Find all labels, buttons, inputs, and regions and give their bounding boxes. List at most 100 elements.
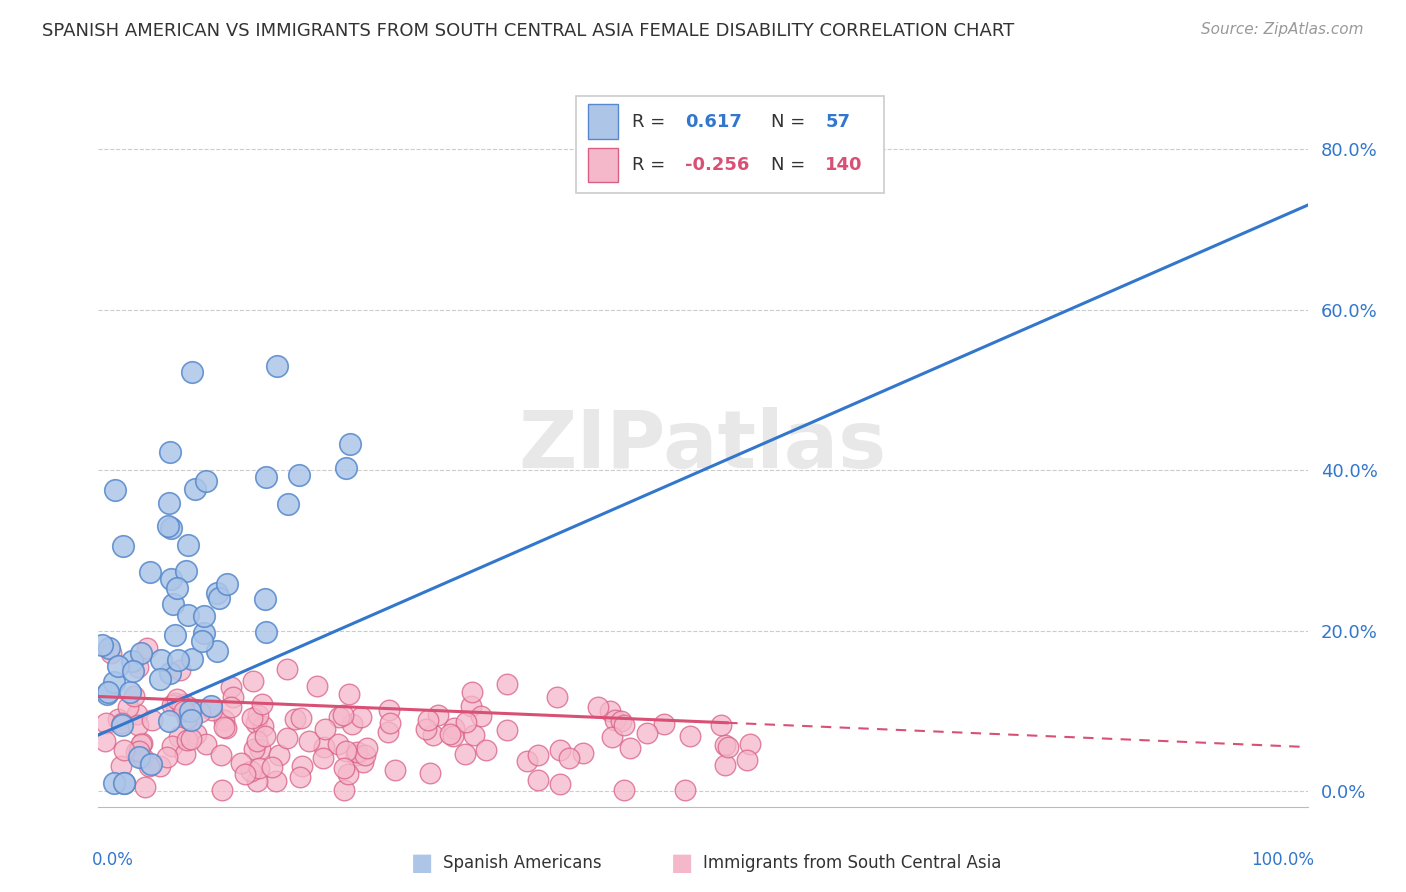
Point xyxy=(336,767,359,781)
FancyBboxPatch shape xyxy=(588,147,619,182)
Point xyxy=(548,776,571,790)
Point xyxy=(166,581,188,595)
Point xyxy=(132,751,155,765)
Point xyxy=(163,628,186,642)
Point xyxy=(127,660,149,674)
Point xyxy=(422,729,444,743)
Point xyxy=(267,747,290,762)
Point xyxy=(654,717,676,731)
Point xyxy=(276,731,298,746)
Point xyxy=(335,744,357,758)
Point xyxy=(103,776,125,790)
Point xyxy=(276,662,298,676)
Point xyxy=(110,759,132,773)
Point xyxy=(157,495,180,509)
Point xyxy=(378,703,401,717)
Point xyxy=(613,782,636,797)
Point xyxy=(290,711,312,725)
Point xyxy=(127,707,149,722)
Text: SPANISH AMERICAN VS IMMIGRANTS FROM SOUTH CENTRAL ASIA FEMALE DISABILITY CORRELA: SPANISH AMERICAN VS IMMIGRANTS FROM SOUT… xyxy=(42,22,1015,40)
Point xyxy=(548,743,571,757)
Text: R =: R = xyxy=(631,112,671,130)
Point xyxy=(454,747,477,762)
Point xyxy=(333,761,356,775)
Point xyxy=(737,753,759,767)
Point xyxy=(496,677,519,691)
Point xyxy=(179,700,201,714)
Point xyxy=(96,688,118,702)
Point xyxy=(149,672,172,686)
Point xyxy=(193,626,215,640)
Point xyxy=(314,722,336,736)
Point xyxy=(157,714,180,728)
Point xyxy=(249,742,271,756)
Point xyxy=(599,704,621,718)
Point xyxy=(97,685,120,699)
Point xyxy=(231,756,253,771)
Point xyxy=(122,689,145,703)
Point xyxy=(264,773,287,788)
Point xyxy=(200,698,222,713)
Point xyxy=(710,718,733,732)
Point xyxy=(215,721,238,735)
Point xyxy=(284,712,307,726)
Text: 0.0%: 0.0% xyxy=(93,851,134,869)
Point xyxy=(169,663,191,677)
Point xyxy=(463,728,485,742)
Point xyxy=(240,764,263,778)
Point xyxy=(181,651,204,665)
Point xyxy=(335,461,357,475)
Point xyxy=(129,737,152,751)
Point xyxy=(717,740,740,755)
Point xyxy=(128,744,150,758)
Point xyxy=(252,719,274,733)
Point xyxy=(134,780,156,795)
Point xyxy=(159,665,181,680)
Point xyxy=(166,653,188,667)
Text: 140: 140 xyxy=(825,156,863,174)
Point xyxy=(112,743,135,757)
Point xyxy=(138,565,160,579)
Point xyxy=(332,707,354,722)
Point xyxy=(377,725,399,739)
Point xyxy=(111,718,134,732)
Point xyxy=(713,757,735,772)
Point xyxy=(159,572,181,586)
Point xyxy=(176,711,198,725)
Text: 0.617: 0.617 xyxy=(685,112,742,130)
Point xyxy=(233,767,256,781)
Point xyxy=(380,715,402,730)
Point xyxy=(170,698,193,713)
Point xyxy=(121,654,143,668)
Point xyxy=(111,716,134,731)
Point xyxy=(290,770,312,784)
Point xyxy=(256,624,278,639)
Point xyxy=(461,685,484,699)
Point xyxy=(600,730,623,744)
Point xyxy=(141,714,163,728)
Point xyxy=(188,705,211,719)
Point xyxy=(166,691,188,706)
Point xyxy=(162,597,184,611)
Point xyxy=(475,743,498,757)
Point xyxy=(156,750,179,764)
Point xyxy=(526,747,548,762)
Point xyxy=(173,747,195,762)
Point xyxy=(184,482,207,496)
Point xyxy=(416,713,439,727)
Point xyxy=(160,698,183,712)
Point xyxy=(174,564,197,578)
Point xyxy=(122,664,145,678)
Point xyxy=(253,592,276,607)
Point xyxy=(340,717,363,731)
Point xyxy=(619,741,641,756)
Point xyxy=(613,718,636,732)
Point xyxy=(586,700,609,714)
Point xyxy=(181,365,204,379)
Text: ■: ■ xyxy=(411,852,433,875)
Point xyxy=(180,731,202,746)
Point xyxy=(439,727,461,741)
Point xyxy=(352,755,374,769)
Point xyxy=(163,696,186,710)
Point xyxy=(111,540,134,554)
